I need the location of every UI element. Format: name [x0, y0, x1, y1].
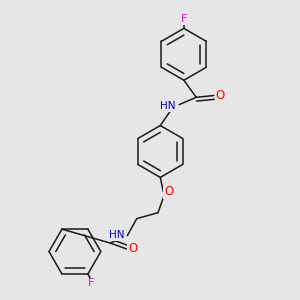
Text: HN: HN	[160, 101, 176, 111]
Text: HN: HN	[109, 230, 124, 240]
Text: O: O	[164, 185, 173, 198]
Text: F: F	[88, 278, 94, 288]
Text: O: O	[128, 242, 137, 255]
Text: F: F	[181, 14, 187, 24]
Text: O: O	[216, 89, 225, 102]
